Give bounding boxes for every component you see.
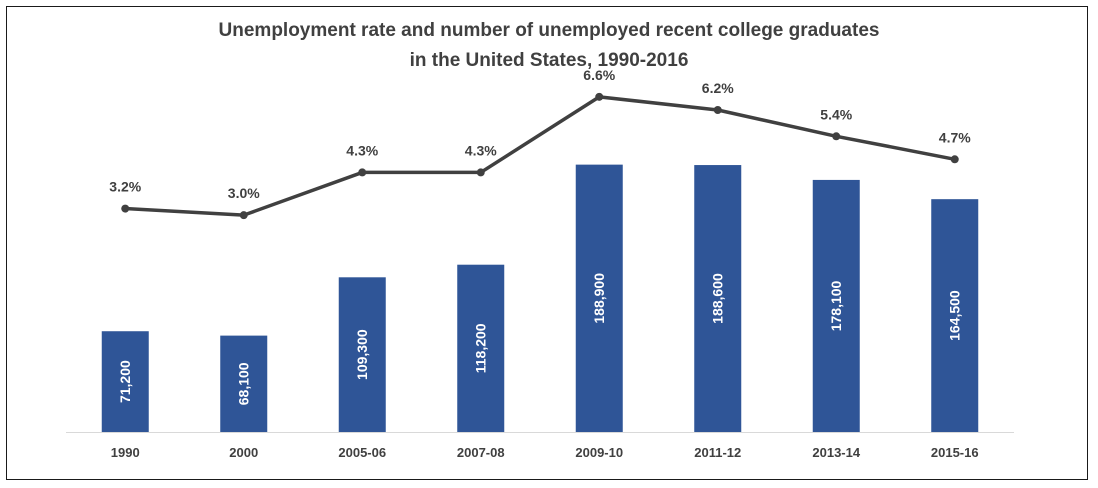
rate-value-label: 6.2%	[702, 80, 734, 96]
bar-2013-14	[812, 179, 860, 432]
rate-value-label: 5.4%	[820, 106, 852, 122]
x-tick-label: 2005-06	[338, 445, 386, 460]
bar-2011-12	[694, 165, 742, 432]
rate-point-2009-10	[595, 92, 604, 101]
bar-value-label: 71,200	[117, 360, 133, 403]
bar-value-label: 118,200	[473, 323, 489, 373]
bar-value-label: 188,900	[591, 273, 607, 324]
rate-point-2015-16	[950, 155, 959, 164]
chart-title: Unemployment rate and number of unemploy…	[0, 16, 1098, 76]
bar-2009-10	[575, 164, 623, 432]
bar-value-label: 164,500	[947, 290, 963, 341]
rate-value-label: 6.6%	[583, 67, 615, 83]
rate-point-2005-06	[358, 168, 367, 177]
bar-value-label: 109,300	[354, 329, 370, 380]
x-tick-label: 2015-16	[931, 445, 979, 460]
rate-point-1990	[121, 204, 130, 213]
rate-point-2011-12	[713, 106, 722, 114]
bar-2000	[220, 335, 268, 432]
rate-value-label: 3.2%	[109, 179, 141, 195]
rate-point-2000	[239, 211, 248, 220]
bar-2007-08	[457, 264, 505, 432]
rate-value-label: 4.7%	[939, 129, 971, 145]
x-tick-label: 2009-10	[575, 445, 623, 460]
rate-line	[125, 95, 956, 217]
bar-value-label: 68,100	[236, 362, 252, 405]
rate-point-2007-08	[476, 168, 485, 177]
x-tick-label: 2000	[229, 445, 258, 460]
rate-value-label: 4.3%	[465, 142, 497, 158]
bar-2015-16	[931, 199, 979, 432]
bar-2005-06	[338, 277, 386, 432]
chart-frame	[6, 6, 1088, 480]
chart-title-line-1: Unemployment rate and number of unemploy…	[218, 20, 880, 41]
rate-point-2013-14	[832, 132, 841, 141]
bar-value-label: 188,600	[710, 273, 726, 324]
rate-value-label: 3.0%	[228, 185, 260, 201]
rate-value-label: 4.3%	[346, 142, 378, 158]
bar-1990	[101, 331, 149, 432]
chart-title-line-2: in the United States, 1990-2016	[409, 50, 689, 71]
x-tick-label: 1990	[111, 445, 140, 460]
x-tick-label: 2007-08	[457, 445, 505, 460]
x-tick-label: 2013-14	[812, 445, 860, 460]
bar-value-label: 178,100	[828, 280, 844, 331]
x-tick-label: 2011-12	[694, 445, 741, 460]
